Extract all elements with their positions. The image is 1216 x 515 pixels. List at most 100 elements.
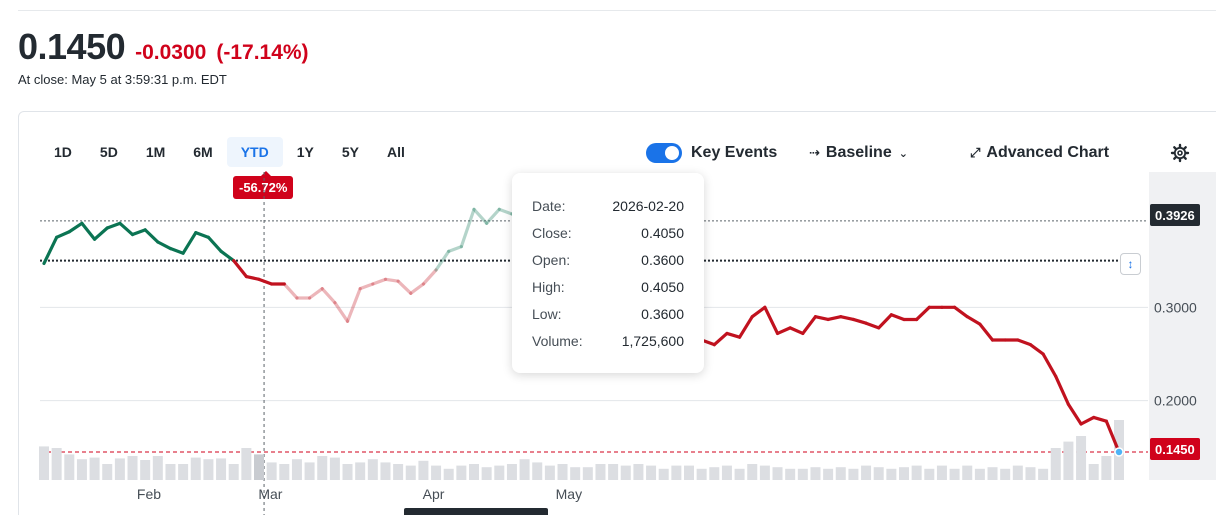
tooltip-open-row: Open: 0.3600 xyxy=(532,247,684,274)
volume-bar xyxy=(709,467,720,480)
price-line-segment xyxy=(383,277,400,283)
price-line-segment xyxy=(775,326,792,336)
tooltip-value: 1,725,600 xyxy=(621,333,684,349)
volume-bar xyxy=(861,465,872,480)
volume-bar xyxy=(380,462,391,480)
volume-bar xyxy=(203,459,214,480)
tooltip-value: 0.3600 xyxy=(641,306,684,322)
x-tick-label: May xyxy=(556,486,582,502)
tooltip-high-row: High: 0.4050 xyxy=(532,274,684,301)
volume-bar xyxy=(721,465,732,480)
price-line-segment xyxy=(206,235,223,253)
y-tick-label: 0.3000 xyxy=(1154,299,1197,315)
price-line-segment xyxy=(1016,338,1033,347)
close-time: At close: May 5 at 3:59:31 p.m. EDT xyxy=(18,72,227,87)
volume-bar xyxy=(1000,468,1011,480)
volume-bar xyxy=(431,465,442,480)
volume-bar xyxy=(747,464,758,480)
volume-bar xyxy=(418,460,429,480)
tooltip-close-row: Close: 0.4050 xyxy=(532,220,684,247)
tooltip-label: High: xyxy=(532,279,565,295)
key-events-toggle[interactable]: Key Events xyxy=(646,140,777,166)
range-6m[interactable]: 6M xyxy=(193,144,213,160)
last-price-point xyxy=(1114,447,1124,457)
volume-bar xyxy=(899,467,909,480)
baseline-drag-handle[interactable]: ↕ xyxy=(1120,253,1141,275)
price-line-segment xyxy=(434,249,451,272)
price-line-segment xyxy=(168,246,185,255)
price-line-segment xyxy=(485,207,501,225)
volume-bar xyxy=(911,465,922,480)
volume-bar xyxy=(810,467,821,480)
gear-icon[interactable] xyxy=(1170,143,1190,163)
volume-bar xyxy=(582,467,593,480)
price-line-segment xyxy=(257,277,274,286)
range-5y[interactable]: 5Y xyxy=(341,144,359,160)
price-line-segment xyxy=(421,268,438,286)
price-line-segment xyxy=(156,240,173,251)
volume-bar xyxy=(76,459,87,480)
price-line-segment xyxy=(282,282,299,300)
range-5d[interactable]: 5D xyxy=(99,144,118,160)
volume-bar xyxy=(367,459,378,480)
volume-bar xyxy=(1038,468,1049,480)
volume-bar xyxy=(228,464,239,480)
volume-bar xyxy=(1012,465,1023,480)
range-all[interactable]: All xyxy=(386,144,405,160)
price-change: -0.0300 xyxy=(135,41,207,64)
range-1d[interactable]: 1D xyxy=(54,144,72,160)
volume-bar xyxy=(254,454,264,480)
price-change-percent: (-17.14%) xyxy=(216,41,309,64)
price-line-segment xyxy=(750,305,767,319)
price-line-segment xyxy=(80,221,97,241)
price-line-segment xyxy=(194,231,211,239)
last-price: 0.1450 xyxy=(18,26,126,67)
range-selector: 1D 5D 1M 6M YTD 1Y 5Y All xyxy=(40,137,419,167)
range-1m[interactable]: 1M xyxy=(145,144,166,160)
advanced-chart-label: Advanced Chart xyxy=(986,144,1110,161)
price-line-segment xyxy=(864,321,881,330)
crosshair-price-tag: 0.3926 xyxy=(1150,204,1200,226)
volume-bar xyxy=(456,465,467,480)
volume-bar xyxy=(102,464,113,480)
volume-bar xyxy=(797,468,808,480)
volume-bar xyxy=(557,464,568,480)
price-line-segment xyxy=(1092,415,1108,423)
volume-bar xyxy=(759,465,770,480)
volume-bar xyxy=(279,464,290,480)
range-change-badge: -56.72% xyxy=(233,171,294,199)
range-ytd[interactable]: YTD xyxy=(226,137,283,167)
price-line-segment xyxy=(737,315,754,339)
toggle-switch[interactable] xyxy=(646,143,682,163)
price-line-segment xyxy=(826,315,843,322)
chart-type-dropdown[interactable]: ⇢ Baseline ⌄ xyxy=(809,140,908,166)
volume-bar xyxy=(1063,441,1074,480)
advanced-chart-button[interactable]: ⤢ Advanced Chart xyxy=(970,140,1109,166)
x-tick-label: Apr xyxy=(423,486,445,502)
volume-bar xyxy=(835,467,846,480)
tooltip-date-row: Date: 2026-02-20 xyxy=(532,193,684,220)
hover-tooltip: Date: 2026-02-20 Close: 0.4050 Open: 0.3600… xyxy=(512,173,704,373)
price-line-segment xyxy=(181,231,198,255)
range-1y[interactable]: 1Y xyxy=(296,144,314,160)
volume-bar xyxy=(608,464,619,480)
volume-bar xyxy=(355,462,366,480)
chart-panel xyxy=(18,111,1216,515)
price-line-segment xyxy=(801,315,818,336)
price-line-segment xyxy=(952,305,969,319)
price-line-segment xyxy=(130,228,147,237)
price-line-segment xyxy=(813,315,830,322)
last-price-tag: 0.1450 xyxy=(1150,438,1200,460)
volume-bar xyxy=(89,457,100,480)
volume-bar xyxy=(886,468,897,480)
price-line-segment xyxy=(978,322,995,342)
price-line-segment xyxy=(105,221,122,230)
volume-bar xyxy=(317,456,328,480)
volume-bar xyxy=(772,467,783,480)
volume-bar xyxy=(570,467,581,480)
price-line-segment xyxy=(320,287,337,305)
price-line-segment xyxy=(472,207,489,225)
price-line-segment xyxy=(1104,419,1121,454)
price-line-segment xyxy=(371,277,388,286)
price-line-segment xyxy=(358,282,375,291)
